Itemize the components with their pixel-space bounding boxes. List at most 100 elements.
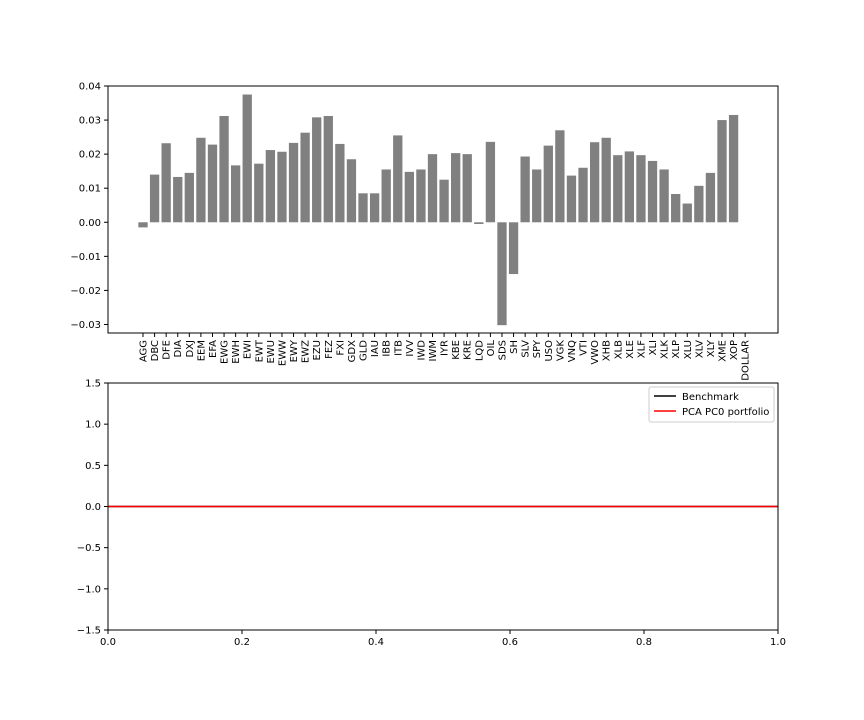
x-tick-label: XLU [683,340,694,359]
x-tick-label: XME [718,340,729,362]
bar-xle [624,151,635,223]
bar-gld [358,193,368,223]
x-tick-label: DIA [173,340,184,358]
bar-xop [728,114,739,223]
bar-vnq [566,175,577,223]
x-tick-label: EWI [243,340,254,359]
x-tick-label: XLK [660,340,671,359]
bar-ewh [230,165,241,223]
bar-dfe [161,143,171,223]
bar-eem [196,137,206,223]
bar-xhb [601,137,611,223]
bar-chart-x-axis: AGG DBC DFE DIA DXJ EEM EFA EWG EWH EWI EWT EWU EWW E… [139,333,752,381]
bar-chart-axes-frame [107,85,779,334]
y-tick-label: −1.0 [77,584,101,595]
bar-dxj [184,172,194,223]
x-tick-label: XLV [694,340,705,358]
y-tick-label: −0.5 [77,543,101,554]
x-tick-label: VNQ [567,340,578,362]
bar-xlu [682,203,692,223]
bar-ewg [219,115,229,223]
bar-gdx [346,159,357,223]
x-tick-label: EFA [208,340,219,358]
y-tick-label: 0.01 [79,184,101,195]
bar-xlf [636,155,646,223]
bar-chart: 0.040.030.020.010.00−0.01−0.02−0.03 AGG D… [70,82,779,381]
bar-ewy [288,142,299,223]
bar-vwo [589,142,600,223]
x-tick-label: 1.0 [770,637,786,648]
x-tick-label: EZU [312,340,323,361]
x-tick-label: KBE [451,340,462,360]
x-tick-label: XLP [671,340,682,358]
bar-vti [578,167,588,223]
bar-iyr [439,179,449,223]
x-tick-label: FXI [335,340,346,356]
x-tick-label: OIL [486,340,497,357]
x-tick-label: ITB [393,340,404,356]
x-tick-label: GLD [359,340,370,361]
x-tick-label: VGK [555,340,566,362]
line-chart: 1.5 1.0 0.5 0.0 −0.5 −1.0 −1.5 0.0 0.2 0.4 0.6 0.8… [77,379,786,649]
x-tick-label: SH [509,340,520,354]
x-tick-label: XLY [706,339,717,357]
bar-kre [462,154,472,223]
x-tick-label: 0.0 [100,637,116,648]
bar-ibb [381,169,391,223]
x-tick-label: VTI [579,340,590,356]
bar-efa [207,144,218,223]
x-tick-label: IWD [416,340,427,361]
x-tick-label: EWH [231,340,242,364]
x-tick-label: IWM [428,340,439,361]
x-tick-label: GDX [347,340,358,362]
x-tick-label: XHB [602,340,613,361]
x-tick-label: SLV [521,340,532,358]
line-chart-axes-frame [107,382,779,631]
bar-lqd [474,222,484,224]
bar-fxi [335,143,345,223]
x-tick-label: IBB [382,340,393,357]
x-tick-label: XLE [625,340,636,359]
x-tick-label: 0.4 [368,637,384,648]
bar-uso [543,145,553,223]
bar-iwm [427,154,438,223]
x-tick-label: 0.6 [502,637,518,648]
legend: Benchmark PCA PC0 portfolio [648,386,775,423]
x-tick-label: XLI [648,340,659,355]
x-tick-label: SDS [497,340,508,360]
bar-spy [532,169,542,223]
x-tick-label: 0.8 [636,637,652,648]
bar-itb [393,135,403,223]
bar-sds [497,222,507,326]
bar-iwd [416,169,426,223]
y-tick-label: −0.03 [70,320,101,331]
x-tick-label: EWU [266,340,277,364]
x-tick-label: AGG [139,340,150,362]
x-tick-label: KRE [463,340,474,360]
y-tick-label: 1.5 [85,379,101,390]
y-tick-label: 1.0 [85,420,101,431]
bar-vgk [555,130,565,223]
x-tick-label: LQD [474,340,485,361]
bar-series [138,94,739,326]
legend-label-benchmark: Benchmark [682,392,739,403]
bar-oil [485,141,496,223]
y-tick-label: 0.0 [85,502,101,513]
bar-sh [508,222,519,275]
bar-eww [277,151,287,223]
x-tick-label: USO [544,340,555,362]
x-tick-label: FEZ [324,340,335,359]
bar-dbc [149,174,160,223]
bar-ewz [300,132,310,223]
bar-xme [717,120,727,223]
bar-xli [647,160,658,223]
bar-xlk [659,169,669,223]
x-tick-label: DXJ [185,340,196,358]
x-tick-label: EWT [254,339,265,362]
x-tick-label: EWY [289,339,300,362]
legend-label-pca-pc0: PCA PC0 portfolio [682,407,769,418]
line-chart-x-axis: 0.0 0.2 0.4 0.6 0.8 1.0 [100,630,786,648]
bar-ewt [254,163,264,223]
bar-agg [138,222,148,228]
x-tick-label: EWW [277,340,288,366]
